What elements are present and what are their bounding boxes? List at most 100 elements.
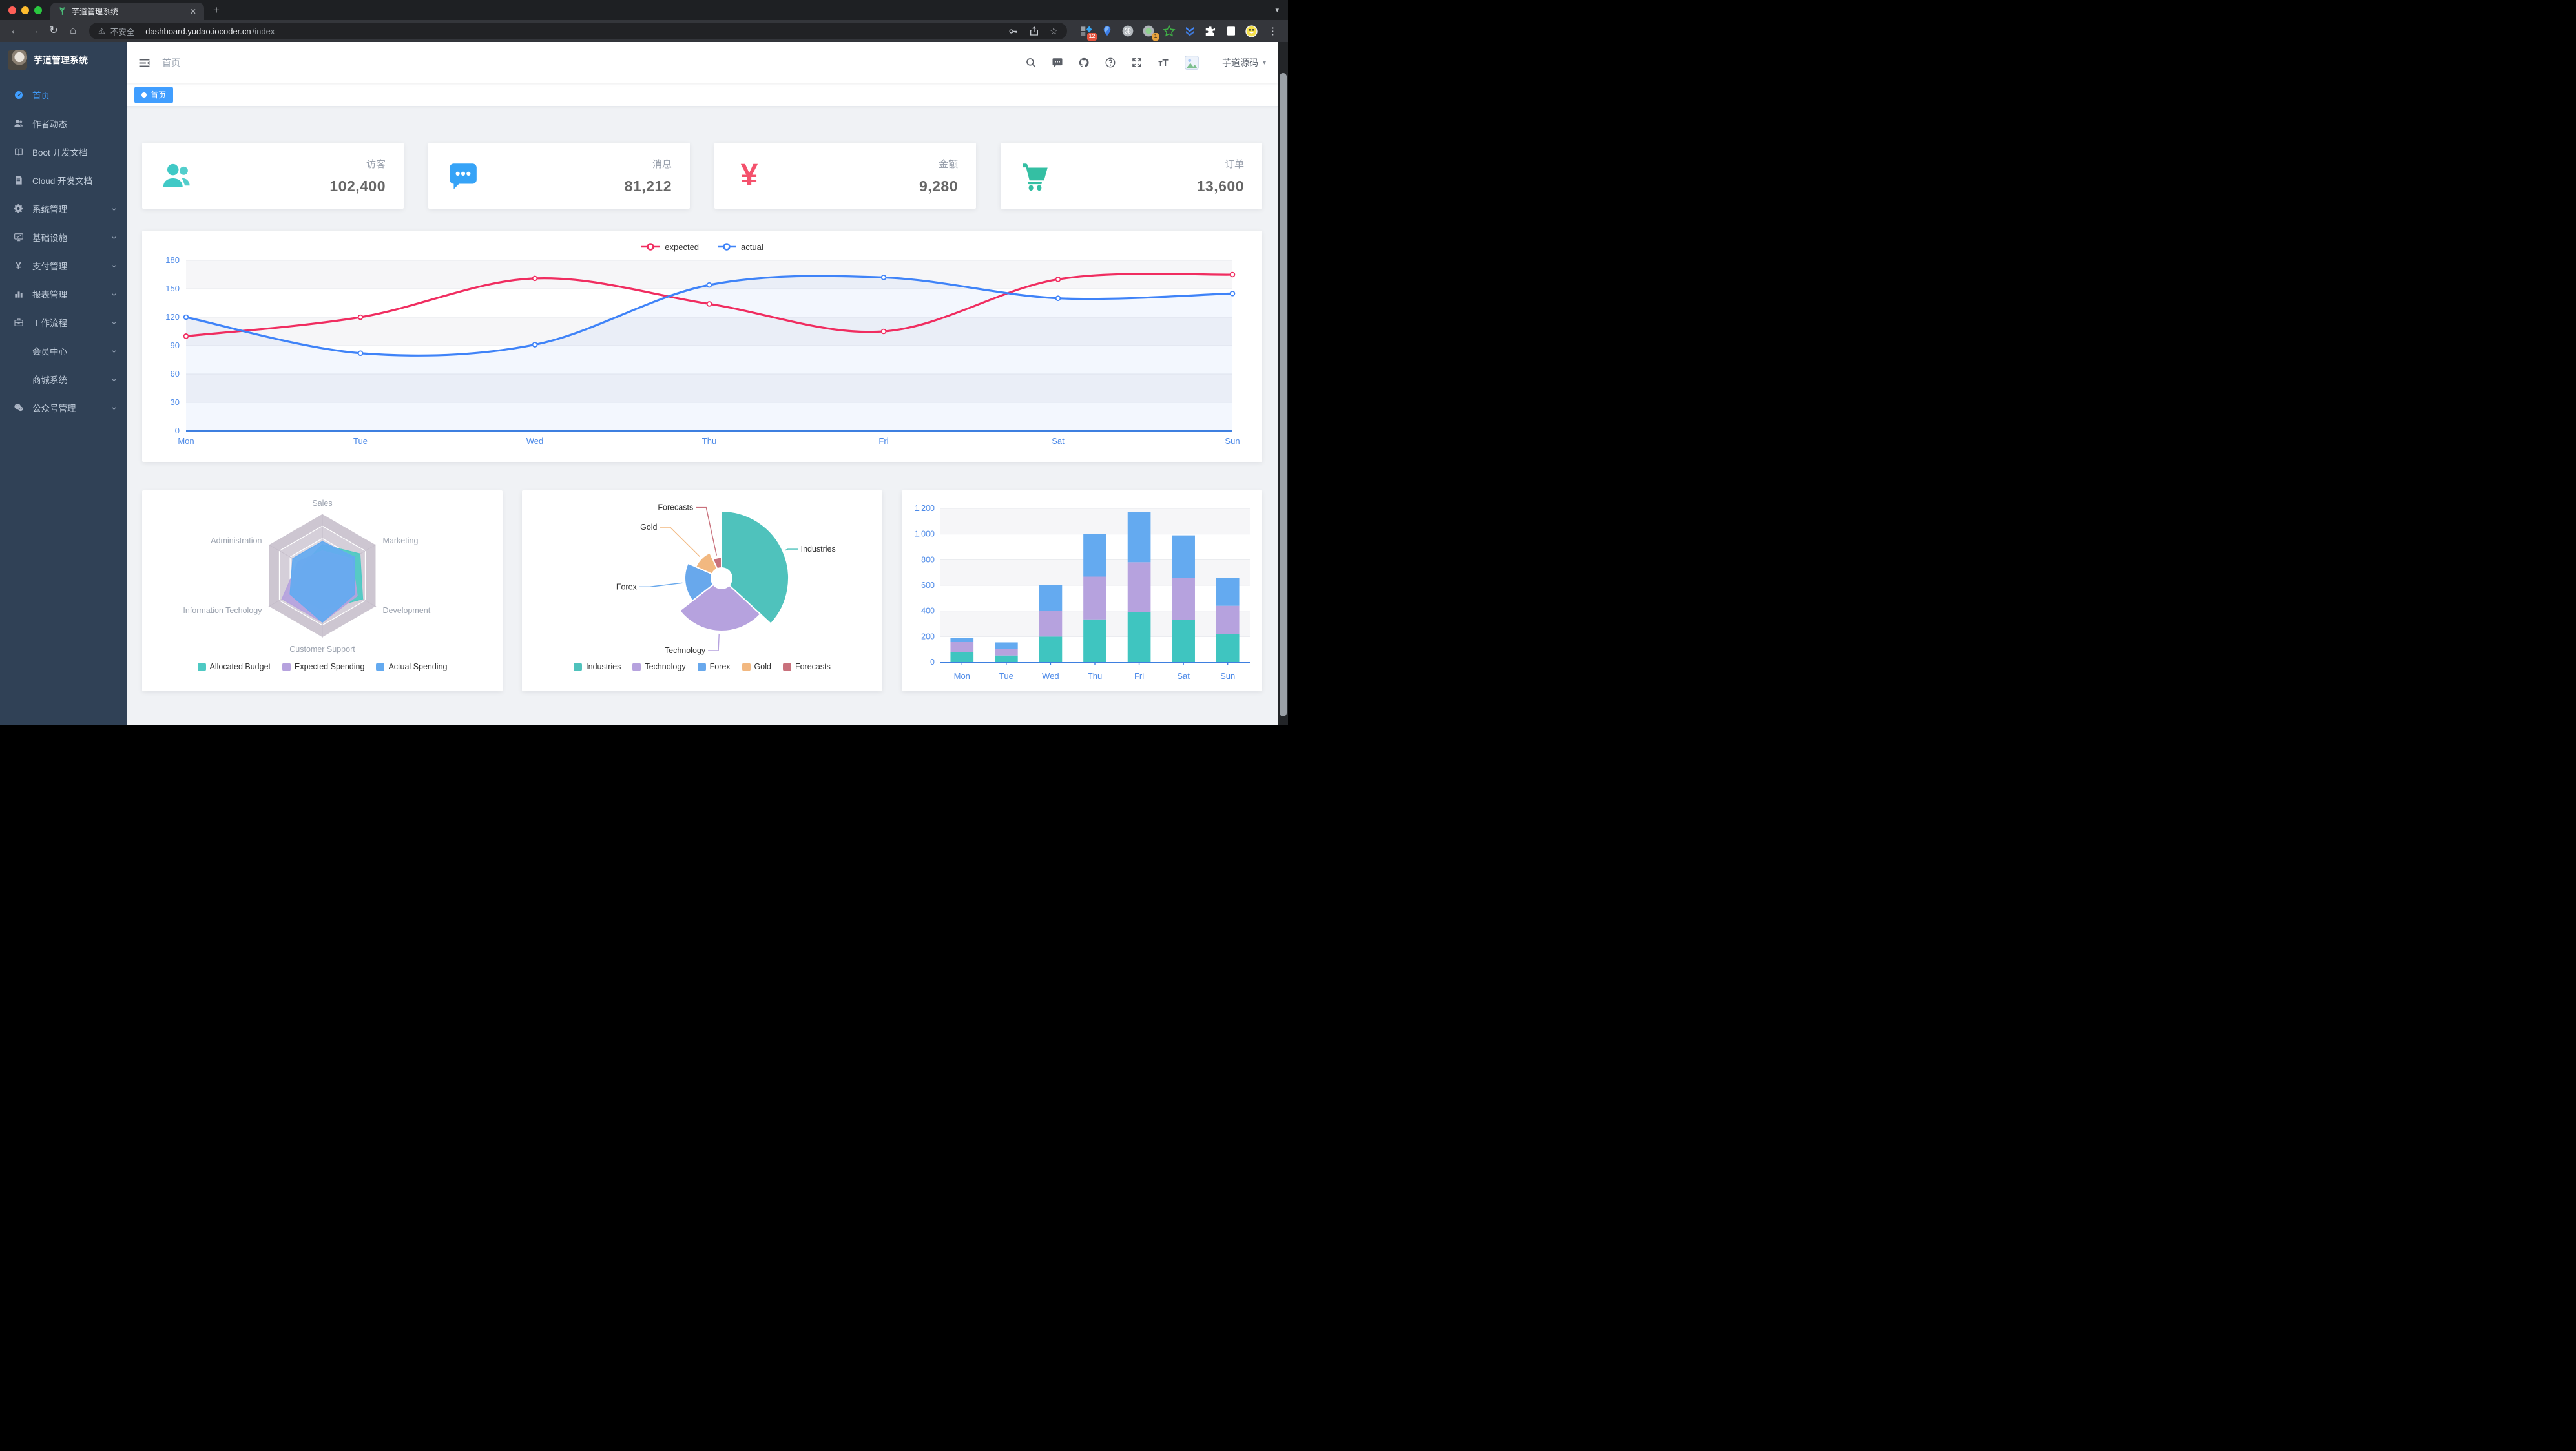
- chevron-down-icon: [110, 319, 118, 326]
- sidebar-item-8[interactable]: 报表管理: [0, 280, 127, 308]
- balloon-extension-icon[interactable]: [1099, 24, 1114, 39]
- legend-item-actual-spending[interactable]: Actual Spending: [376, 662, 447, 671]
- legend-label: Actual Spending: [388, 662, 448, 671]
- search-icon[interactable]: [1024, 56, 1037, 69]
- close-window-button[interactable]: [8, 6, 16, 14]
- svg-text:Industries: Industries: [801, 545, 836, 554]
- sidebar-item-9[interactable]: 工作流程: [0, 308, 127, 337]
- legend-item-industries[interactable]: Industries: [574, 662, 621, 671]
- security-warning-icon[interactable]: ⚠: [98, 26, 105, 36]
- breadcrumb[interactable]: 首页: [162, 57, 180, 68]
- new-tab-button[interactable]: +: [213, 4, 220, 16]
- back-button[interactable]: ←: [10, 25, 20, 36]
- sidebar-item-11[interactable]: 商城系统: [0, 365, 127, 393]
- command-extension-icon[interactable]: ⌘: [1120, 24, 1135, 39]
- page-scrollbar[interactable]: [1278, 42, 1288, 725]
- svg-text:Fri: Fri: [878, 436, 888, 446]
- active-tag-dot: [141, 92, 147, 98]
- sidebar-item-12[interactable]: 公众号管理: [0, 393, 127, 422]
- question-icon[interactable]: [1104, 56, 1117, 69]
- sidebar-item-1[interactable]: 首页: [0, 81, 127, 109]
- svg-text:⌘: ⌘: [1124, 28, 1131, 36]
- caret-down-icon[interactable]: ▾: [1262, 59, 1266, 67]
- github-icon[interactable]: [1077, 56, 1090, 69]
- profile-avatar-icon[interactable]: [1244, 24, 1259, 39]
- legend-label: Technology: [645, 662, 686, 671]
- legend-marker-icon: [718, 243, 736, 251]
- svg-text:600: 600: [921, 581, 935, 590]
- sidebar-item-label: Boot 开发文档: [32, 148, 88, 158]
- people-icon: [160, 159, 194, 193]
- zoom-window-button[interactable]: [34, 6, 42, 14]
- chevron-down-icon: [110, 234, 118, 241]
- legend-item-forex[interactable]: Forex: [697, 662, 731, 671]
- extension-badge: 1: [1152, 32, 1159, 41]
- tab-search-icon[interactable]: ▾: [1275, 6, 1279, 14]
- svg-text:Customer Support: Customer Support: [289, 645, 355, 654]
- stat-card-2[interactable]: 消息 81,212: [428, 143, 690, 209]
- sidebar-item-4[interactable]: Cloud 开发文档: [0, 166, 127, 194]
- legend-item-allocated-budget[interactable]: Allocated Budget: [197, 662, 271, 671]
- sidebar-item-10[interactable]: 会员中心: [0, 337, 127, 365]
- yen-icon: ¥: [16, 260, 21, 271]
- message-icon[interactable]: [1051, 56, 1064, 69]
- forward-button[interactable]: →: [29, 25, 39, 36]
- navbar: 首页 TT 芋道源码 ▾: [127, 42, 1278, 83]
- sidebar-item-2[interactable]: 作者动态: [0, 109, 127, 138]
- legend-item-forecasts[interactable]: Forecasts: [782, 662, 831, 671]
- sidebar-item-7[interactable]: ¥ 支付管理: [0, 251, 127, 280]
- fullscreen-icon[interactable]: [1130, 56, 1143, 69]
- svg-text:Tue: Tue: [353, 436, 368, 446]
- chevrons-extension-icon[interactable]: [1182, 24, 1197, 39]
- user-avatar[interactable]: [1183, 54, 1200, 71]
- tag-home[interactable]: 首页: [134, 86, 174, 103]
- sidebar-item-3[interactable]: Boot 开发文档: [0, 138, 127, 166]
- status-extension-icon[interactable]: 1: [1141, 24, 1159, 41]
- svg-text:180: 180: [165, 255, 180, 265]
- svg-text:Sun: Sun: [1225, 436, 1240, 446]
- bookmark-star-icon[interactable]: ☆: [1049, 26, 1058, 37]
- legend-item-expected-spending[interactable]: Expected Spending: [282, 662, 364, 671]
- scrollbar-thumb[interactable]: [1279, 73, 1287, 716]
- legend-label: Expected Spending: [295, 662, 365, 671]
- font-size-icon[interactable]: TT: [1158, 57, 1169, 68]
- legend-item-technology[interactable]: Technology: [632, 662, 686, 671]
- sidebar-item-6[interactable]: 基础设施: [0, 223, 127, 251]
- svg-text:60: 60: [171, 369, 180, 379]
- stat-card-1[interactable]: 访客 102,400: [142, 143, 404, 209]
- grid-extension-icon[interactable]: 12: [1079, 24, 1097, 41]
- password-key-icon[interactable]: [1008, 26, 1019, 37]
- none: [13, 374, 24, 385]
- minimize-window-button[interactable]: [21, 6, 29, 14]
- browser-tab[interactable]: 芋道管理系统 ✕: [50, 3, 204, 20]
- puzzle-extension-icon[interactable]: [1203, 24, 1218, 39]
- home-button[interactable]: ⌂: [70, 25, 76, 36]
- browser-menu-icon[interactable]: ⋮: [1268, 26, 1278, 37]
- stat-card-3[interactable]: ¥ 金额 9,280: [714, 143, 976, 209]
- sidebar-logo[interactable]: 芋道管理系统: [0, 42, 127, 72]
- legend-item-gold[interactable]: Gold: [742, 662, 771, 671]
- hamburger-icon[interactable]: [138, 57, 151, 69]
- radar-chart: Sales Marketing Development Customer Suppor…: [148, 499, 497, 658]
- window-extension-icon[interactable]: [1223, 24, 1238, 39]
- stat-card-4[interactable]: 订单 13,600: [1001, 143, 1262, 209]
- svg-text:Wed: Wed: [1042, 671, 1059, 681]
- legend-item-expected[interactable]: expected: [641, 242, 699, 252]
- sidebar: 芋道管理系统 首页 作者动态 Boot 开发文档 Cloud 开发文档 系统管理 基础设施…: [0, 42, 127, 725]
- tag-label: 首页: [151, 90, 167, 99]
- sidebar-item-5[interactable]: 系统管理: [0, 194, 127, 223]
- legend-item-actual[interactable]: actual: [717, 242, 763, 252]
- address-bar[interactable]: ⚠ 不安全 dashboard.yudao.iocoder.cn/index ☆: [89, 23, 1067, 39]
- none: [13, 346, 24, 357]
- tab-close-icon[interactable]: ✕: [189, 6, 196, 16]
- line-chart-legend: expected actual: [152, 238, 1252, 255]
- tab-title: 芋道管理系统: [72, 7, 119, 16]
- legend-label: Industries: [586, 662, 621, 671]
- svg-text:Sun: Sun: [1220, 671, 1235, 681]
- sidebar-item-label: 工作流程: [32, 318, 67, 328]
- svg-text:200: 200: [921, 632, 935, 641]
- reload-button[interactable]: ↻: [49, 25, 58, 36]
- user-name[interactable]: 芋道源码: [1213, 56, 1258, 69]
- share-icon[interactable]: [1029, 26, 1039, 36]
- star-extension-icon[interactable]: [1161, 24, 1176, 39]
